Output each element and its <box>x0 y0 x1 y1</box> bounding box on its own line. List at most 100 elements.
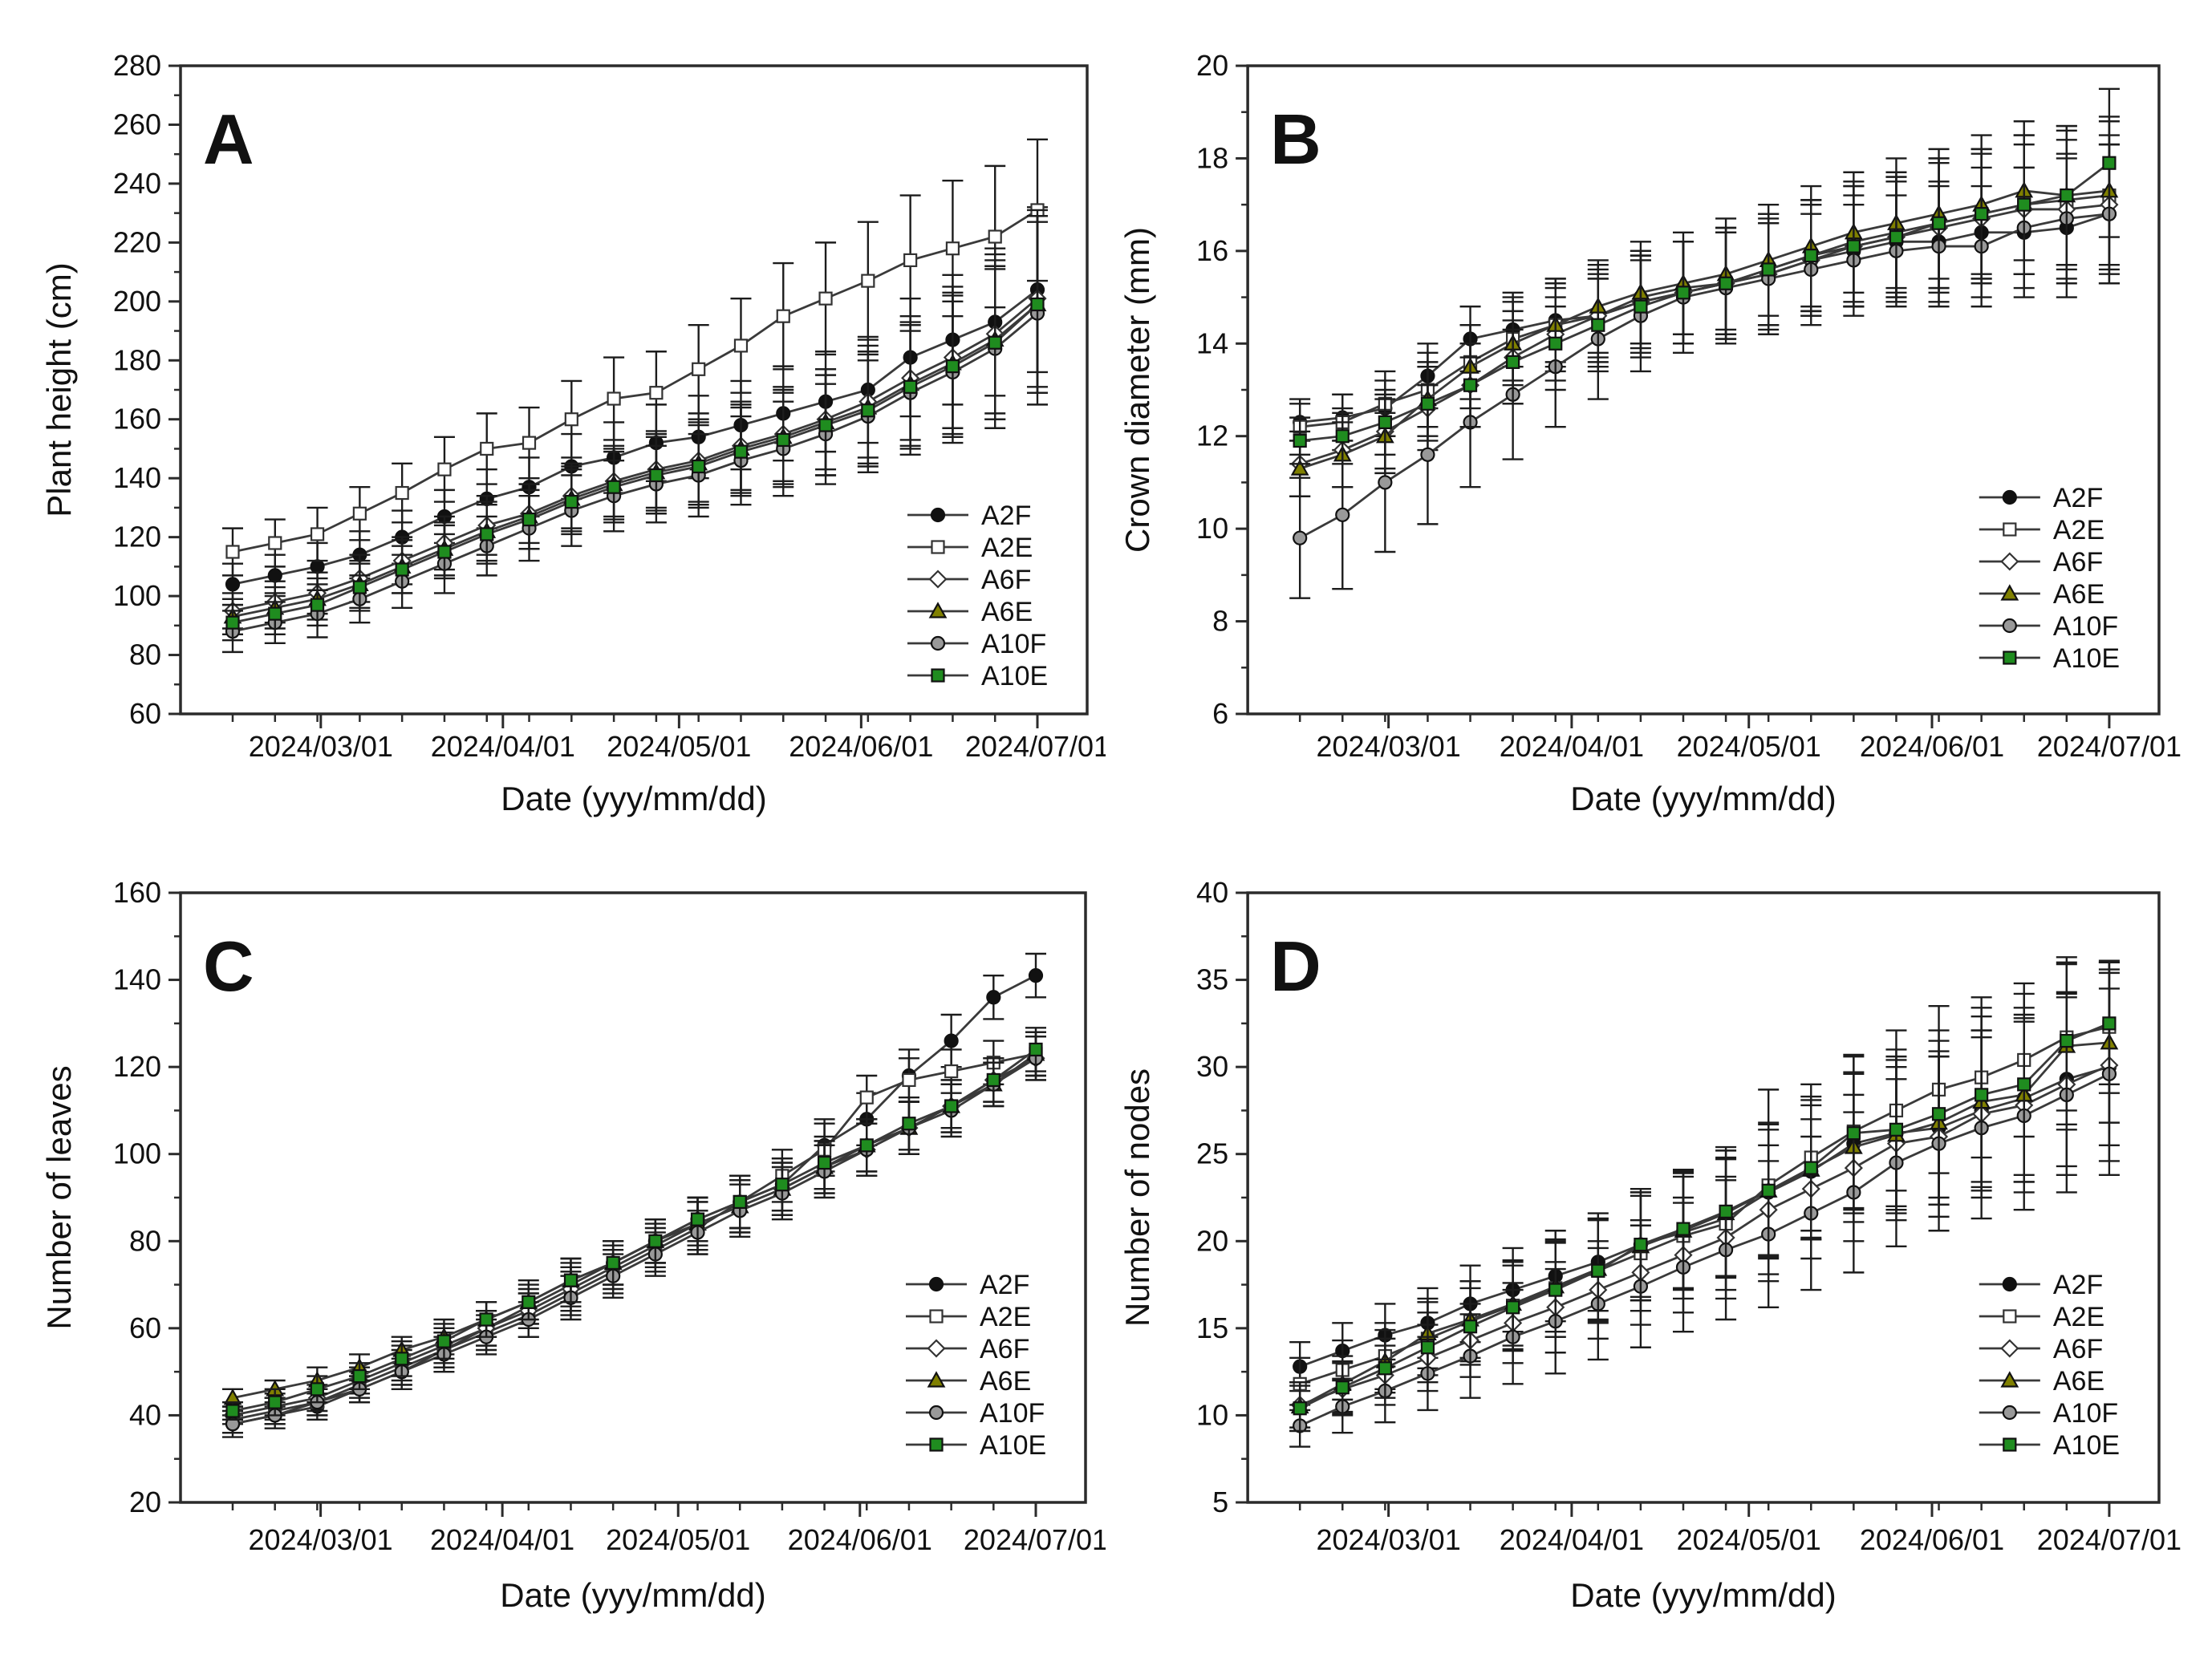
series-A10E <box>1289 956 2120 1433</box>
square-marker <box>436 1334 452 1348</box>
series-line <box>1299 1064 2110 1406</box>
series-A2F <box>1289 987 2120 1393</box>
legend-square-marker <box>2003 651 2017 665</box>
legend-circle-marker <box>930 507 946 523</box>
x-tick-label: 2024/03/01 <box>1317 1523 1461 1556</box>
square-marker <box>225 1404 240 1418</box>
square-marker <box>1591 1263 1605 1278</box>
square-marker <box>903 253 918 267</box>
square-marker <box>776 432 790 448</box>
y-tick-label: 100 <box>113 579 161 612</box>
series-line <box>232 303 1038 618</box>
square-marker <box>395 485 409 501</box>
panel-crown-diameter: 6 8 10 12 14 16 18 20 2024/03/01 2024/04/01 2024/0… <box>1106 0 2212 827</box>
x-tick-label: 2024/05/01 <box>1677 1523 1821 1556</box>
x-tick-label: 2024/07/01 <box>965 730 1106 763</box>
square-marker <box>1889 229 1904 245</box>
square-marker <box>902 1072 916 1088</box>
legend-label: A10F <box>981 629 1046 659</box>
y-tick-label: 5 <box>1212 1486 1228 1518</box>
square-marker <box>352 1368 367 1384</box>
series-A6E <box>1289 116 2120 497</box>
square-marker <box>988 229 1002 244</box>
square-marker <box>733 1194 747 1210</box>
series-A6F <box>1289 968 2120 1429</box>
legend-label: A6E <box>981 597 1033 627</box>
square-marker <box>776 309 790 323</box>
legend-triangle-marker <box>2000 584 2019 601</box>
square-marker <box>903 379 918 394</box>
panel-number-of-leaves-chart: 20 40 60 80 100 120 140 160 2024/03/01 2024/04/01… <box>40 876 1106 1614</box>
legend-square-marker <box>2003 522 2017 537</box>
square-marker <box>310 598 325 612</box>
legend-label: A10E <box>2053 643 2120 674</box>
square-marker <box>861 274 875 288</box>
square-marker <box>1420 396 1435 411</box>
series-A6F <box>1289 134 2120 497</box>
series-line <box>232 303 1038 624</box>
series-A6E <box>222 1031 1046 1408</box>
y-tick-label: 25 <box>1196 1137 1228 1170</box>
series-A2E <box>222 138 1048 577</box>
y-tick-label: 140 <box>113 461 161 494</box>
x-tick-label: 2024/07/01 <box>2037 1523 2182 1556</box>
square-marker <box>861 403 875 418</box>
x-tick-label: 2024/06/01 <box>1860 730 2004 763</box>
square-marker <box>775 1178 789 1192</box>
legend-label: A2E <box>2053 1302 2104 1332</box>
legend-label: A10F <box>2053 611 2118 642</box>
series-line <box>1300 162 2110 442</box>
x-tick-label: 2024/07/01 <box>964 1523 1106 1556</box>
x-axis-title: Date (yyy/mm/dd) <box>501 780 766 817</box>
series-line <box>232 974 1037 1425</box>
series-A10E <box>222 215 1048 642</box>
x-axis-title: Date (yyy/mm/dd) <box>1570 1576 1837 1614</box>
series-A6E <box>222 215 1048 636</box>
panel-letter: D <box>1270 926 1321 1006</box>
y-tick-label: 240 <box>113 167 161 200</box>
square-marker <box>1335 429 1350 444</box>
circle-marker <box>310 559 325 574</box>
circle-marker <box>1420 447 1435 462</box>
x-tick-label: 2024/06/01 <box>788 1523 932 1556</box>
square-marker <box>1889 1122 1904 1137</box>
square-marker <box>859 1090 874 1105</box>
legend-label: A6E <box>980 1366 1031 1397</box>
x-tick-label: 2024/05/01 <box>607 730 751 763</box>
circle-marker <box>986 990 1001 1005</box>
y-tick-label: 8 <box>1212 605 1228 638</box>
x-tick-label: 2024/06/01 <box>1860 1523 2004 1556</box>
square-marker <box>564 494 578 509</box>
square-marker <box>1591 318 1605 332</box>
circle-marker <box>1293 530 1308 545</box>
square-marker <box>352 580 367 594</box>
series-line <box>1299 1025 2110 1385</box>
square-marker <box>1975 1088 1989 1102</box>
square-marker <box>1719 1204 1733 1218</box>
series-line <box>232 1057 1037 1417</box>
legend-square-marker <box>2003 1437 2017 1452</box>
panel-crown-diameter-chart: 6 8 10 12 14 16 18 20 2024/03/01 2024/04/01 2024/0… <box>1118 49 2182 817</box>
square-marker <box>1931 1107 1946 1121</box>
square-marker <box>1378 415 1392 430</box>
square-marker <box>352 506 367 521</box>
legend-label: A2E <box>980 1302 1031 1332</box>
series-line <box>1299 189 2110 470</box>
y-tick-label: 40 <box>129 1398 161 1431</box>
square-marker <box>1676 286 1690 300</box>
square-marker <box>649 468 664 483</box>
legend-label: A10E <box>980 1430 1046 1461</box>
square-marker <box>268 1395 282 1409</box>
legend-label: A6F <box>981 565 1031 595</box>
square-marker <box>1676 1222 1690 1236</box>
y-tick-label: 18 <box>1196 141 1228 174</box>
circle-marker <box>225 577 241 592</box>
square-marker <box>1931 216 1946 230</box>
y-tick-label: 35 <box>1196 963 1228 996</box>
legend-label: A6E <box>2053 1366 2104 1397</box>
legend-label: A2F <box>980 1270 1029 1300</box>
series-A10F <box>222 1035 1046 1438</box>
x-tick-label: 2024/03/01 <box>249 730 393 763</box>
